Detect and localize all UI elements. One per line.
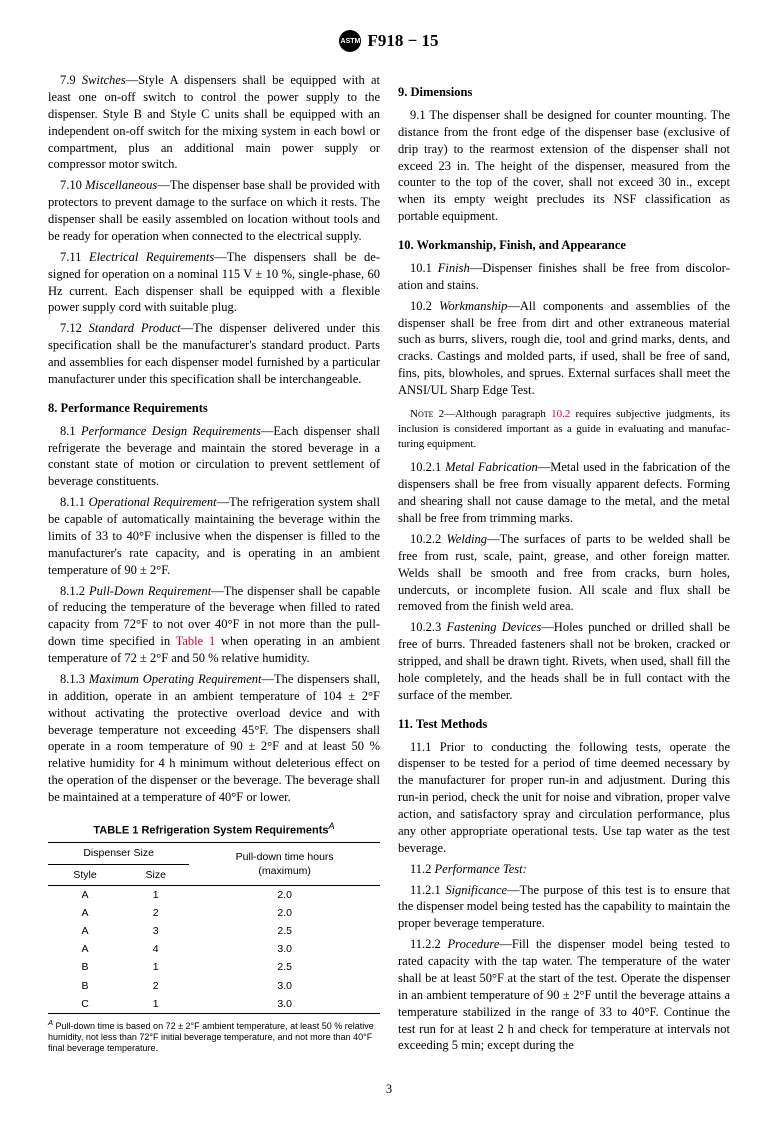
para-10-1: 10.1 Finish—Dispenser finishes shall be … xyxy=(398,260,730,294)
astm-logo-icon: ASTM xyxy=(339,30,361,52)
para-11-2: 11.2 Performance Test: xyxy=(398,861,730,878)
para-10-2-2: 10.2.2 Welding—The surfaces of parts to … xyxy=(398,531,730,615)
para-9-1: 9.1 The dispenser shall be designed for … xyxy=(398,107,730,225)
table-1-title: TABLE 1 Refrigeration System Requirement… xyxy=(48,820,380,839)
para-7-9: 7.9 Switches—Style A dispensers shall be… xyxy=(48,72,380,173)
table-cell: 2.0 xyxy=(189,904,380,922)
doc-header: ASTM F918 − 15 xyxy=(48,30,730,52)
table-cell: 1 xyxy=(122,885,189,904)
para-7-10: 7.10 Miscellaneous—The dispenser base sh… xyxy=(48,177,380,245)
table-row: A12.0 xyxy=(48,885,380,904)
table-cell: A xyxy=(48,885,122,904)
para-10-2-3: 10.2.3 Fastening Devices—Holes punched o… xyxy=(398,619,730,703)
table-cell: 3 xyxy=(122,922,189,940)
table-cell: B xyxy=(48,977,122,995)
table-cell: B xyxy=(48,958,122,976)
table-1-footnote: A Pull-down time is based on 72 ± 2°F am… xyxy=(48,1018,380,1055)
para-10-2-1: 10.2.1 Metal Fabrication—Metal used in t… xyxy=(398,459,730,527)
table-cell: 2.5 xyxy=(189,922,380,940)
para-7-11: 7.11 Electrical Requirements—The dispens… xyxy=(48,249,380,317)
section-10-head: 10. Workmanship, Finish, and Appearance xyxy=(398,237,730,254)
table-cell: 2 xyxy=(122,977,189,995)
section-9-head: 9. Dimensions xyxy=(398,84,730,101)
table-cell: 2 xyxy=(122,904,189,922)
table-row: A22.0 xyxy=(48,904,380,922)
table-cell: 2.5 xyxy=(189,958,380,976)
para-8-1-1: 8.1.1 Operational Requirement—The refrig… xyxy=(48,494,380,578)
table-row: A43.0 xyxy=(48,940,380,958)
link-10-2[interactable]: 10.2 xyxy=(551,408,570,420)
para-8-1-3: 8.1.3 Maximum Operating Requirement—The … xyxy=(48,671,380,806)
para-11-1: 11.1 Prior to conducting the following t… xyxy=(398,739,730,857)
table-cell: 3.0 xyxy=(189,995,380,1014)
table-cell: 1 xyxy=(122,995,189,1014)
page: ASTM F918 − 15 7.9 Switches—Style A disp… xyxy=(0,0,778,1137)
table-row: B23.0 xyxy=(48,977,380,995)
table-1-link[interactable]: Table 1 xyxy=(176,634,216,648)
para-7-12: 7.12 Standard Product—The dispenser deli… xyxy=(48,320,380,388)
doc-designation: F918 − 15 xyxy=(367,31,438,51)
table-row: C13.0 xyxy=(48,995,380,1014)
table-1: Dispenser Size Pull-down time hours(maxi… xyxy=(48,842,380,1014)
section-8-head: 8. Performance Requirements xyxy=(48,400,380,417)
col-style: Style xyxy=(48,864,122,885)
para-8-1-2: 8.1.2 Pull-Down Requirement—The dispense… xyxy=(48,583,380,667)
table-cell: C xyxy=(48,995,122,1014)
section-11-head: 11. Test Methods xyxy=(398,716,730,733)
para-8-1: 8.1 Performance Design Requirements—Each… xyxy=(48,423,380,491)
col-pulldown: Pull-down time hours(maximum) xyxy=(189,843,380,885)
table-cell: A xyxy=(48,922,122,940)
table-cell: A xyxy=(48,940,122,958)
para-11-2-1: 11.2.1 Significance—The purpose of this … xyxy=(398,882,730,933)
para-10-2: 10.2 Workmanship—All components and asse… xyxy=(398,298,730,399)
table-cell: 2.0 xyxy=(189,885,380,904)
col-dispenser-size: Dispenser Size xyxy=(48,843,189,864)
table-body: A12.0A22.0A32.5A43.0B12.5B23.0C13.0 xyxy=(48,885,380,1013)
table-cell: A xyxy=(48,904,122,922)
table-cell: 3.0 xyxy=(189,977,380,995)
table-cell: 4 xyxy=(122,940,189,958)
right-column: 9. Dimensions 9.1 The dispenser shall be… xyxy=(398,72,730,1058)
note-2: Note 2—Although paragraph 10.2 requires … xyxy=(398,407,730,452)
para-11-2-2: 11.2.2 Procedure—Fill the dispenser mode… xyxy=(398,936,730,1054)
col-size: Size xyxy=(122,864,189,885)
table-cell: 3.0 xyxy=(189,940,380,958)
left-column: 7.9 Switches—Style A dispensers shall be… xyxy=(48,72,380,1058)
table-row: A32.5 xyxy=(48,922,380,940)
table-cell: 1 xyxy=(122,958,189,976)
page-number: 3 xyxy=(48,1082,730,1097)
two-column-body: 7.9 Switches—Style A dispensers shall be… xyxy=(48,72,730,1058)
table-row: B12.5 xyxy=(48,958,380,976)
